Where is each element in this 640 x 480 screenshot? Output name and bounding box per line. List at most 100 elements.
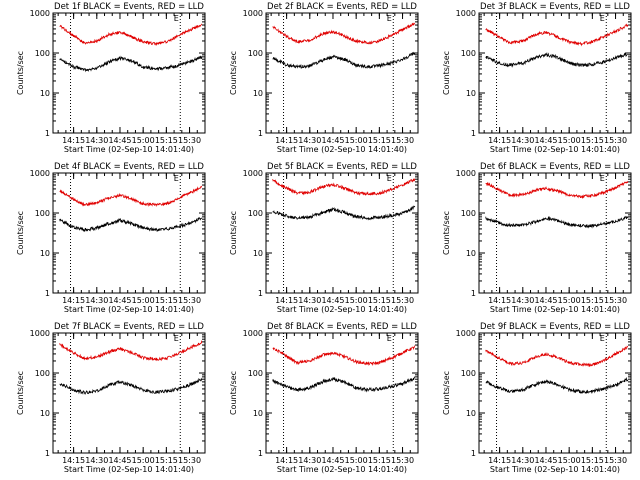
x-tick-label: 15:00 <box>132 296 155 305</box>
y-axis-label: Counts/sec <box>16 51 25 95</box>
panel-det-6f: Det 6f BLACK = Events, RED = LLD 1 10 100 10… <box>442 162 632 314</box>
x-tick-label: 15:30 <box>178 296 201 305</box>
x-axis-label: Start Time (02-Sep-10 14:01:40) <box>490 305 620 314</box>
event-marker-label: E <box>174 174 179 183</box>
event-marker-label: E <box>600 334 605 343</box>
series-line-events <box>272 51 416 69</box>
y-tick-label: 10 <box>253 249 263 258</box>
x-axis: 14:15 14:30 14:45 15:00 15:15 15:30 <box>483 173 627 305</box>
y-tick-label: 1 <box>258 289 263 298</box>
y-tick-label: 1 <box>258 129 263 138</box>
y-tick-label: 100 <box>248 369 263 378</box>
x-tick-label: 14:45 <box>108 296 131 305</box>
plot-frame <box>478 172 632 294</box>
x-axis-label: Start Time (02-Sep-10 14:01:40) <box>64 305 194 314</box>
chart-title: Det 2f BLACK = Events, RED = LLD <box>267 2 417 12</box>
y-tick-label: 100 <box>35 209 50 218</box>
y-tick-label: 10 <box>466 409 476 418</box>
y-axis: 1 10 100 1000 <box>30 169 205 298</box>
x-tick-label: 15:30 <box>391 136 414 145</box>
series-line-lld <box>59 185 203 207</box>
y-axis-label: Counts/sec <box>229 211 238 255</box>
plot-frame <box>478 12 632 134</box>
x-tick-label: 15:15 <box>368 456 391 465</box>
y-tick-label: 1 <box>258 449 263 458</box>
y-tick-label: 1 <box>471 289 476 298</box>
y-tick-label: 1000 <box>243 169 263 178</box>
x-tick-label: 15:00 <box>132 136 155 145</box>
y-tick-label: 100 <box>461 49 476 58</box>
y-axis-label: Counts/sec <box>16 211 25 255</box>
event-marker-label: E <box>387 14 392 23</box>
x-tick-label: 14:15 <box>62 296 85 305</box>
y-axis: 1 10 100 1000 <box>243 9 418 138</box>
plot-frame <box>52 332 206 454</box>
chart-title: Det 7f BLACK = Events, RED = LLD <box>54 322 204 332</box>
x-tick-label: 15:00 <box>345 296 368 305</box>
y-tick-label: 10 <box>466 249 476 258</box>
y-tick-label: 1000 <box>456 329 476 338</box>
x-tick-label: 15:00 <box>558 136 581 145</box>
x-tick-label: 15:00 <box>345 136 368 145</box>
y-tick-label: 1 <box>45 289 50 298</box>
x-tick-label: 15:15 <box>368 296 391 305</box>
event-marker-label: E <box>387 334 392 343</box>
event-marker-label: E <box>174 334 179 343</box>
y-axis: 1 10 100 1000 <box>456 169 631 298</box>
chart-title: Det 6f BLACK = Events, RED = LLD <box>480 162 630 172</box>
y-tick-label: 10 <box>40 409 50 418</box>
x-tick-label: 15:00 <box>558 296 581 305</box>
y-axis: 1 10 100 1000 <box>243 329 418 458</box>
series-line-lld <box>272 22 416 45</box>
x-axis-label: Start Time (02-Sep-10 14:01:40) <box>277 145 407 154</box>
y-tick-label: 1000 <box>243 9 263 18</box>
x-axis-label: Start Time (02-Sep-10 14:01:40) <box>490 465 620 474</box>
y-tick-label: 100 <box>461 369 476 378</box>
y-axis-label: Counts/sec <box>442 211 451 255</box>
y-axis: 1 10 100 1000 <box>30 329 205 458</box>
x-axis: 14:15 14:30 14:45 15:00 15:15 15:30 <box>57 13 201 145</box>
x-tick-label: 14:30 <box>298 296 321 305</box>
panel-det-7f: Det 7f BLACK = Events, RED = LLD 1 10 100 10… <box>16 322 206 474</box>
x-tick-label: 14:30 <box>298 456 321 465</box>
panel-det-4f: Det 4f BLACK = Events, RED = LLD 1 10 100 10… <box>16 162 206 314</box>
x-tick-label: 15:30 <box>178 136 201 145</box>
y-tick-label: 10 <box>253 409 263 418</box>
y-tick-label: 1 <box>471 129 476 138</box>
y-tick-label: 100 <box>248 49 263 58</box>
x-tick-label: 15:30 <box>604 456 627 465</box>
event-marker-label: E <box>600 14 605 23</box>
chart-title: Det 1f BLACK = Events, RED = LLD <box>54 2 204 12</box>
x-tick-label: 14:45 <box>534 456 557 465</box>
series-line-lld <box>272 345 416 367</box>
y-tick-label: 10 <box>40 249 50 258</box>
x-tick-label: 14:15 <box>488 456 511 465</box>
x-axis: 14:15 14:30 14:45 15:00 15:15 15:30 <box>270 333 414 465</box>
series-line-lld <box>59 23 203 47</box>
y-axis: 1 10 100 1000 <box>456 9 631 138</box>
panel-det-8f: Det 8f BLACK = Events, RED = LLD 1 10 100 10… <box>229 322 419 474</box>
x-tick-label: 14:15 <box>488 136 511 145</box>
y-axis-label: Counts/sec <box>16 371 25 415</box>
series-line-events <box>272 376 416 393</box>
series-line-lld <box>485 23 629 47</box>
x-tick-label: 15:15 <box>581 296 604 305</box>
series-line-events <box>272 205 416 221</box>
series-line-lld <box>485 180 629 199</box>
y-tick-label: 1000 <box>30 329 50 338</box>
y-axis-label: Counts/sec <box>442 371 451 415</box>
x-tick-label: 14:15 <box>62 136 85 145</box>
x-tick-label: 14:45 <box>321 456 344 465</box>
y-axis: 1 10 100 1000 <box>456 329 631 458</box>
chart-title: Det 9f BLACK = Events, RED = LLD <box>480 322 630 332</box>
x-tick-label: 14:45 <box>108 456 131 465</box>
series-line-lld <box>272 177 416 196</box>
x-tick-label: 15:00 <box>345 456 368 465</box>
x-tick-label: 14:15 <box>275 296 298 305</box>
x-tick-label: 14:30 <box>298 136 321 145</box>
chart-title: Det 8f BLACK = Events, RED = LLD <box>267 322 417 332</box>
x-axis: 14:15 14:30 14:45 15:00 15:15 15:30 <box>483 333 627 465</box>
y-tick-label: 1000 <box>456 169 476 178</box>
x-axis-label: Start Time (02-Sep-10 14:01:40) <box>277 305 407 314</box>
x-tick-label: 14:45 <box>321 136 344 145</box>
